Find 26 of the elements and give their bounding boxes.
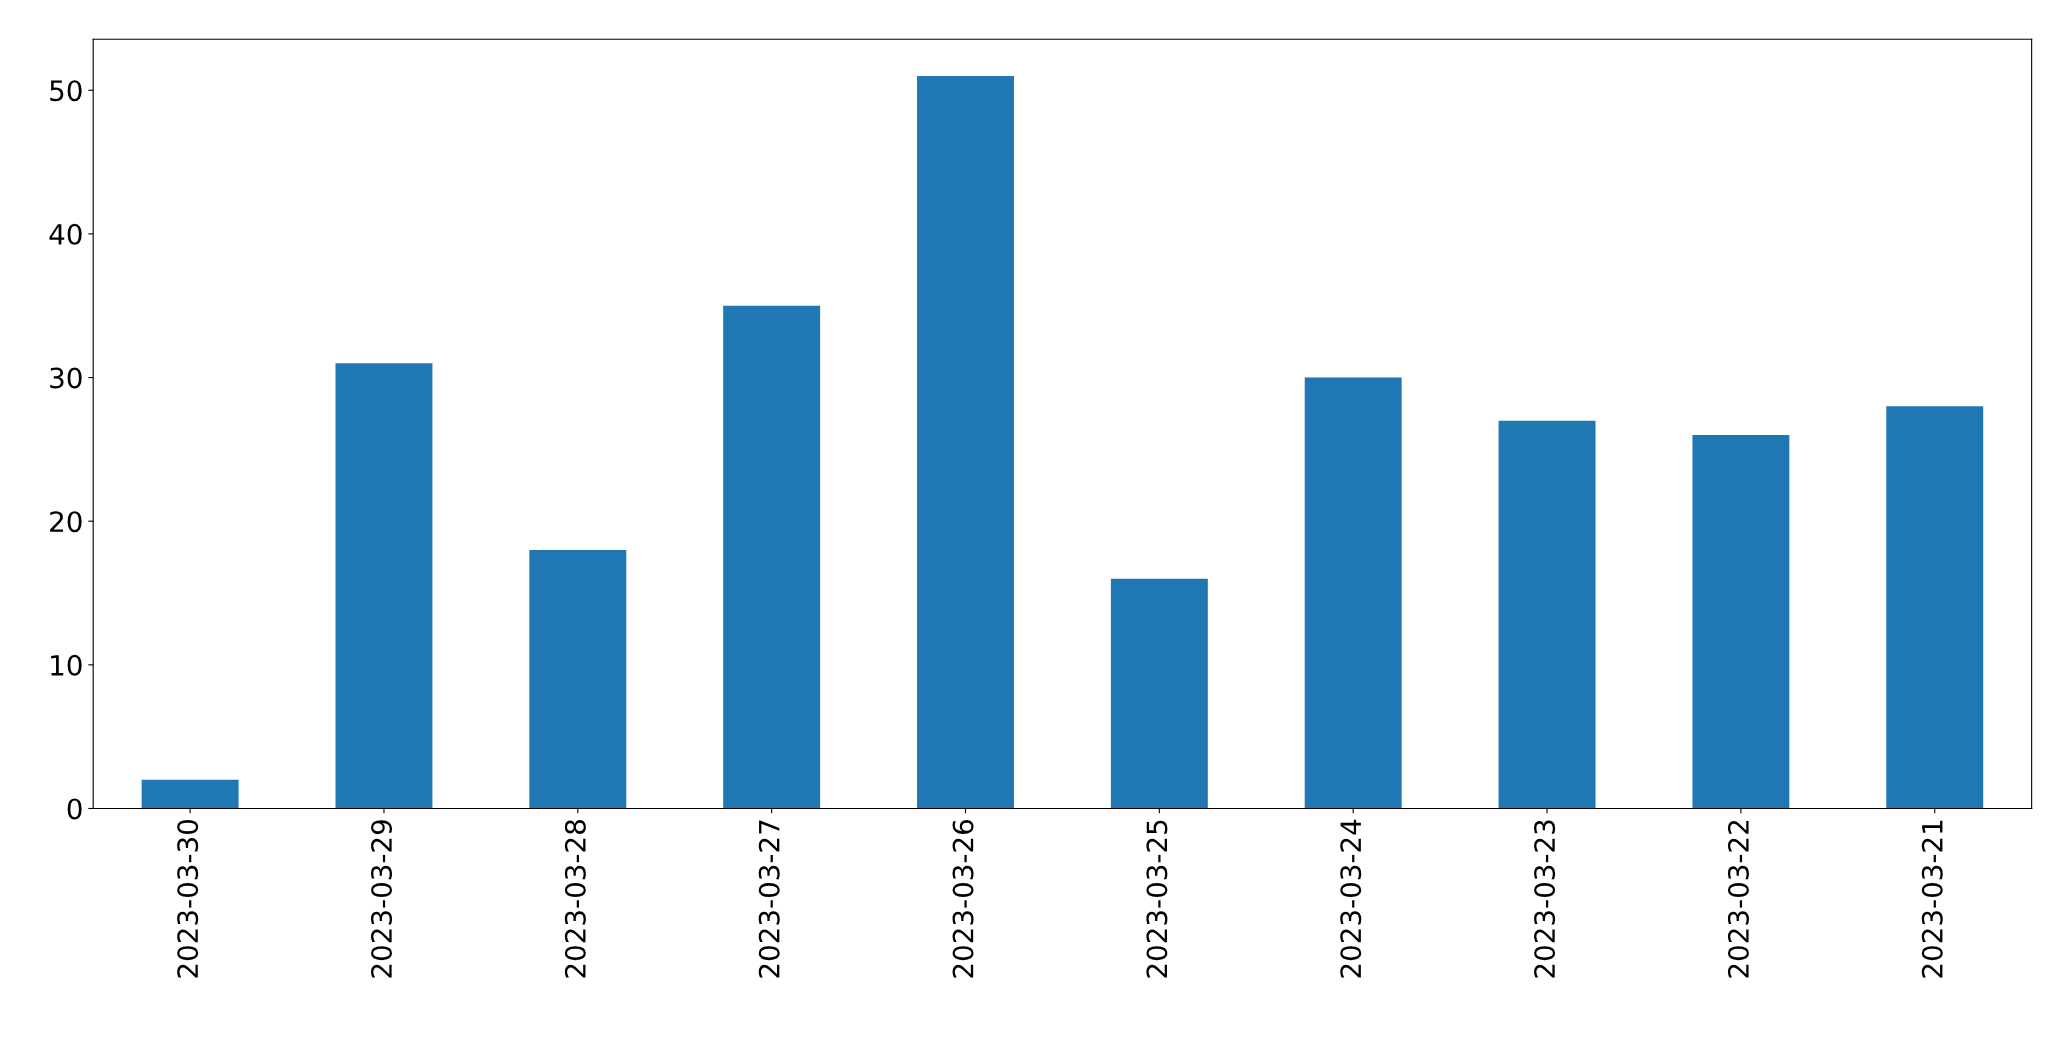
y-tick-label: 0 (67, 798, 82, 820)
x-tick-label: 2023-03-26 (952, 819, 974, 978)
bar (917, 75, 1014, 809)
bar (1692, 435, 1790, 809)
x-tick-label: 2023-03-30 (177, 820, 199, 978)
bar (1498, 420, 1596, 809)
x-tick-label: 2023-03-28 (564, 820, 586, 978)
x-tick-label: 2023-03-21 (1921, 820, 1943, 978)
x-tick-label: 2023-03-29 (371, 820, 393, 978)
x-tick-label: 2023-03-27 (758, 820, 780, 978)
x-tick-label: 2023-03-24 (1340, 819, 1362, 978)
y-tick-label: 10 (51, 654, 82, 676)
bar (1110, 578, 1208, 809)
x-tick-label: 2023-03-23 (1534, 820, 1556, 978)
x-tick-label: 2023-03-25 (1146, 820, 1168, 978)
bar (1304, 377, 1402, 809)
bar (529, 549, 627, 809)
bar (1886, 406, 1984, 809)
bar (141, 779, 239, 809)
bar (335, 363, 433, 809)
y-tick-label: 40 (49, 223, 82, 245)
bar (723, 305, 821, 809)
x-tick-label: 2023-03-22 (1727, 820, 1749, 978)
y-tick-label: 50 (50, 80, 82, 102)
y-tick-label: 30 (50, 367, 82, 389)
y-tick-label: 20 (50, 511, 82, 533)
